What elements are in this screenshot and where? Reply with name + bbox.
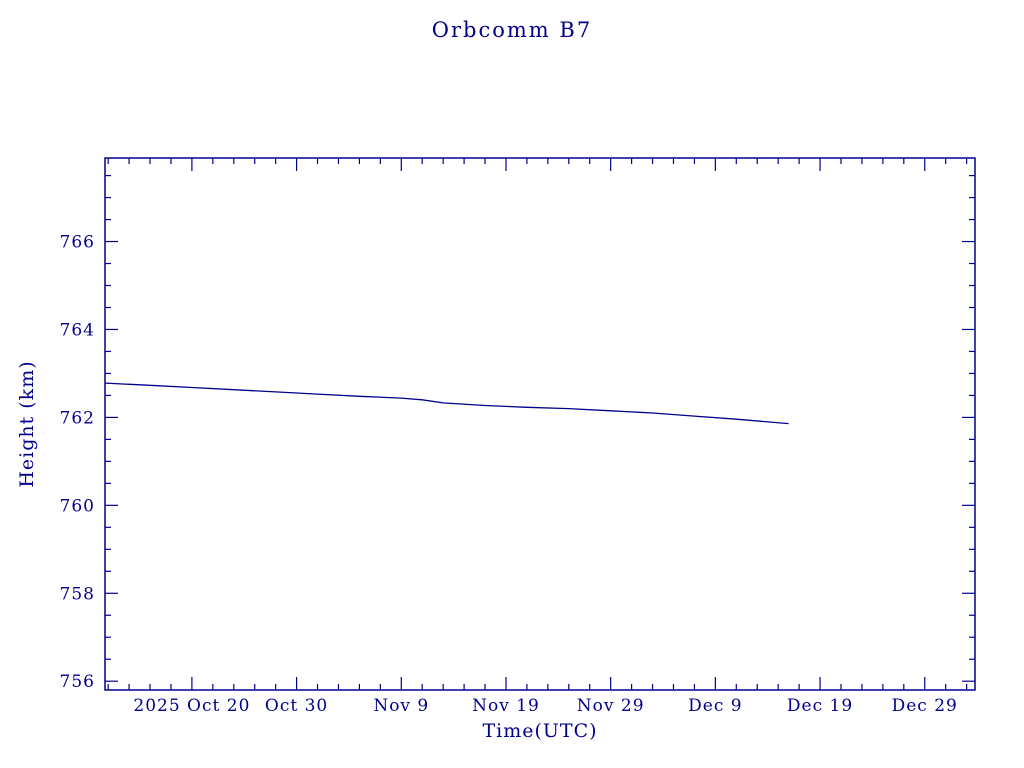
x-tick-label: Nov 29 xyxy=(577,696,645,716)
height-series-line xyxy=(104,382,789,425)
x-axis-ticks xyxy=(107,158,968,690)
chart-title: Orbcomm B7 xyxy=(431,18,593,42)
x-tick-label: Nov 19 xyxy=(472,696,540,716)
x-tick-label: Nov 9 xyxy=(373,696,429,716)
y-axis-ticks xyxy=(105,174,975,682)
y-tick-label: 756 xyxy=(60,672,95,692)
x-tick-label: Dec 9 xyxy=(688,696,742,716)
y-tick-label: 762 xyxy=(60,408,95,428)
x-axis-title: Time(UTC) xyxy=(482,720,598,742)
y-tick-label: 764 xyxy=(60,320,95,340)
y-tick-label: 766 xyxy=(60,233,95,253)
plot-frame xyxy=(104,157,976,691)
x-tick-label: 2025 Oct 20 xyxy=(133,696,250,716)
x-tick-label: Dec 19 xyxy=(787,696,853,716)
x-tick-label: Dec 29 xyxy=(892,696,958,716)
y-tick-label: 758 xyxy=(60,584,95,604)
y-axis-tick-labels: 756 758 760 762 764 766 xyxy=(60,233,95,693)
x-axis-tick-labels: 2025 Oct 20 Oct 30 Nov 9 Nov 19 Nov 29 Dec 9 D… xyxy=(133,696,958,716)
x-tick-label: Oct 30 xyxy=(265,696,328,716)
y-tick-label: 760 xyxy=(60,496,95,516)
